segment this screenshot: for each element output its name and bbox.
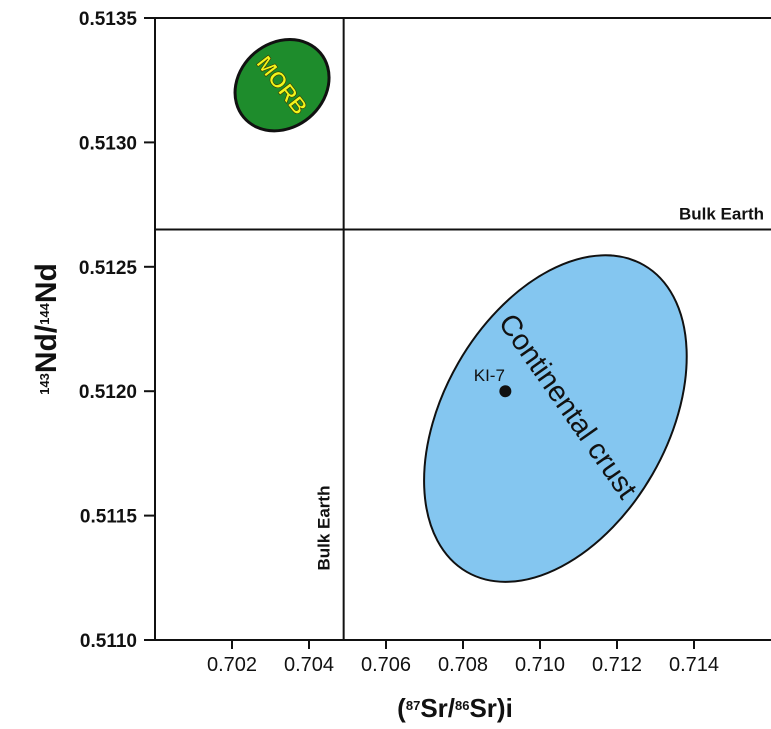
x-tick-label: 0.714 [669, 654, 719, 676]
bulk-earth-horizontal-label: Bulk Earth [679, 204, 764, 223]
x-tick-label: 0.702 [207, 654, 257, 676]
x-tick-label: 0.710 [515, 654, 565, 676]
field-ellipse [233, 38, 331, 133]
y-tick-label: 0.5120 [79, 382, 137, 403]
x-tick-label: 0.706 [361, 654, 411, 676]
x-tick-label: 0.704 [284, 654, 334, 676]
y-tick-label: 0.5115 [80, 507, 137, 528]
y-tick-label: 0.5135 [79, 9, 138, 30]
field-ellipse [423, 254, 688, 583]
data-point-label: KI-7 [474, 366, 505, 385]
x-tick-label: 0.712 [592, 654, 642, 676]
data-point-ki-7 [499, 385, 512, 398]
field-continental-crust: Continental crust [423, 254, 688, 583]
bulk-earth-vertical-label: Bulk Earth [315, 486, 334, 571]
y-tick-label: 0.5125 [79, 258, 138, 279]
y-axis-title: 143Nd/144Nd [30, 263, 63, 395]
field-morb: MORB [233, 38, 331, 133]
x-tick-label: 0.708 [438, 654, 488, 676]
y-tick-label: 0.5110 [80, 631, 137, 652]
x-axis-title: (87Sr/86Sr)i [397, 693, 513, 723]
y-tick-label: 0.5130 [79, 133, 137, 154]
